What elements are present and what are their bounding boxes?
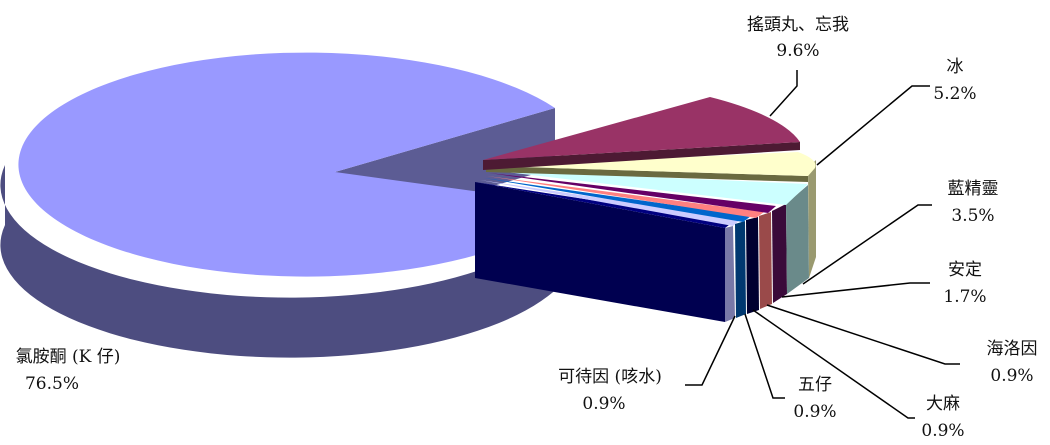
- slice-ketamine: [0, 52, 576, 358]
- value-blue-elf: 3.5%: [951, 206, 994, 226]
- slice-blue-elf-side2: [786, 185, 809, 294]
- leader-cannabis: [752, 309, 915, 419]
- slice-heroin: [487, 176, 764, 314]
- leader-diazepam: [781, 282, 930, 298]
- label-ice: 冰: [947, 57, 964, 77]
- leader-blue-elf: [802, 204, 932, 285]
- label-cannabis: 大麻: [926, 394, 960, 414]
- value-ng-jai: 0.9%: [793, 402, 836, 422]
- leader-codeine: [685, 315, 736, 386]
- slice-ketamine-side: [0, 165, 576, 358]
- value-heroin: 0.9%: [990, 366, 1033, 386]
- value-ecstasy: 9.6%: [776, 41, 819, 61]
- leader-ng-jai: [744, 313, 785, 399]
- value-cannabis: 0.9%: [921, 421, 964, 441]
- leader-lines: [685, 70, 960, 419]
- slice-ecstasy-side: [483, 142, 800, 170]
- slice-blue-elf-side1: [772, 204, 787, 303]
- slice-diazepam: [489, 173, 776, 309]
- slice-ecstasy-top: [483, 97, 800, 160]
- slice-ng-jai-side: [725, 226, 735, 322]
- slice-ecstasy: [483, 97, 800, 170]
- leader-ice: [816, 85, 930, 166]
- slice-blue-elf: [489, 170, 809, 303]
- value-ketamine: 76.5%: [25, 374, 79, 394]
- label-ng-jai: 五仔: [798, 375, 832, 395]
- slice-codeine: [475, 182, 733, 322]
- slice-heroin-top: [487, 176, 764, 218]
- slice-ng-jai-top: [480, 180, 741, 226]
- slice-ketamine-top: [18, 52, 575, 277]
- leader-heroin: [766, 304, 960, 365]
- slice-cannabis-side: [735, 221, 746, 318]
- slice-heroin-side: [746, 217, 759, 314]
- slice-ng-jai: [480, 180, 741, 322]
- slice-cannabis-top: [484, 178, 751, 222]
- label-ecstasy: 搖頭丸、忘我: [747, 15, 849, 35]
- label-blue-elf: 藍精靈: [948, 179, 999, 199]
- slice-ice: [486, 152, 816, 278]
- value-codeine: 0.9%: [582, 394, 625, 414]
- label-diazepam: 安定: [948, 260, 982, 280]
- slice-diazepam-side: [759, 212, 772, 309]
- slice-codeine-side: [475, 182, 725, 322]
- slice-diazepam-top: [489, 173, 776, 213]
- label-codeine: 可待因 (咳水): [558, 367, 662, 387]
- value-diazepam: 1.7%: [943, 287, 986, 307]
- slice-codeine-top: [475, 182, 733, 228]
- slice-cannabis: [484, 178, 751, 318]
- slice-blue-elf-top: [489, 170, 808, 205]
- label-heroin: 海洛因: [987, 339, 1038, 359]
- value-ice: 5.2%: [933, 84, 976, 104]
- slice-ice-side: [808, 160, 816, 278]
- slice-ice-top: [486, 152, 816, 176]
- slice-ice-inner: [486, 166, 808, 182]
- leader-ecstasy: [769, 70, 798, 117]
- label-ketamine: 氯胺酮 (K 仔): [16, 347, 121, 367]
